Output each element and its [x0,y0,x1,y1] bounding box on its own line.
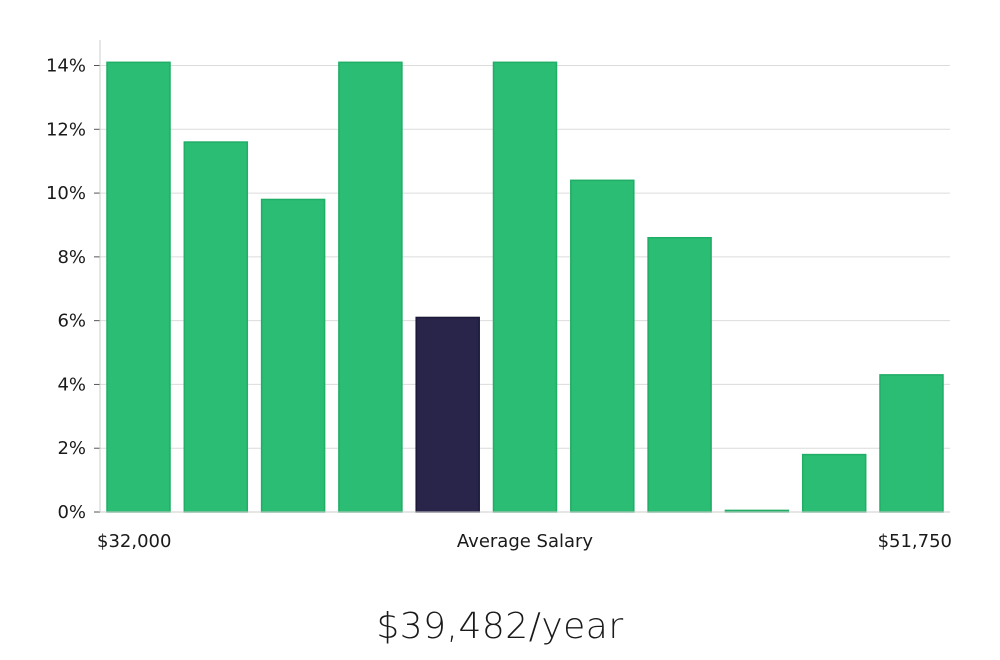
y-tick-label: 12% [46,119,86,140]
y-axis-tick-labels: 0% 2% 4% 6% 8% 10% 12% 14% [46,56,100,523]
salary-histogram-chart: 0% 2% 4% 6% 8% 10% 12% 14% $32,000 Average Sala… [46,40,952,552]
average-salary-bar [415,316,480,513]
salary-bar [492,61,558,513]
salary-bar [801,453,867,513]
salary-bar [879,374,944,513]
y-tick-label: 8% [57,247,86,268]
y-tick-label: 14% [46,56,86,77]
salary-bar [183,141,249,513]
x-label-max-salary: $51,750 [878,531,952,552]
average-salary-value: $39,482/year [376,606,624,647]
y-tick-label: 2% [57,438,86,459]
salary-bar [260,198,326,513]
y-tick-label: 4% [57,374,86,395]
salary-bar [338,61,403,513]
histogram-bars [106,61,944,513]
salary-bar [106,61,171,513]
salary-bar [647,236,712,513]
y-tick-label: 10% [46,183,86,204]
y-tick-label: 6% [57,311,86,332]
salary-bar [570,179,635,513]
y-tick-label: 0% [57,502,86,523]
x-label-average-salary: Average Salary [457,531,594,552]
x-label-min-salary: $32,000 [97,531,171,552]
